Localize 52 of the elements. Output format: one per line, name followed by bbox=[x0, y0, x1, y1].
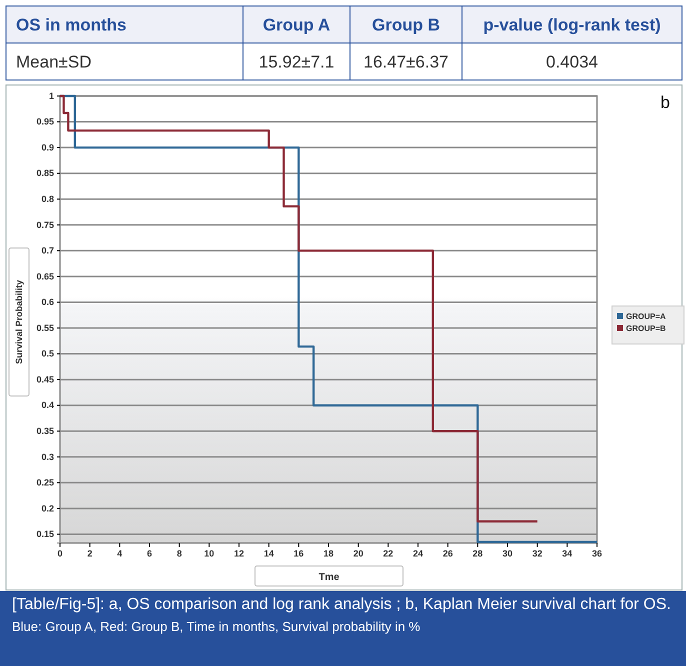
x-tick-label: 32 bbox=[532, 548, 542, 558]
legend-label: GROUP=B bbox=[626, 324, 666, 333]
text: Group B bbox=[372, 16, 440, 34]
x-tick-label: 4 bbox=[117, 548, 122, 558]
text: p-value (log-rank test) bbox=[483, 16, 661, 34]
text: Blue: Group A, Red: Group B, Time in months, Survival probability in % bbox=[12, 618, 422, 636]
x-tick-label: 2 bbox=[87, 548, 92, 558]
y-tick-label: 0.85 bbox=[36, 168, 54, 178]
y-tick-label: 0.7 bbox=[41, 246, 54, 256]
x-tick-label: 12 bbox=[234, 548, 244, 558]
x-tick-label: 28 bbox=[472, 548, 483, 558]
text: [Table/Fig-5]: a, OS comparison and log rank analysis ; b, Kaplan Meier survival chart for OS. bbox=[12, 595, 672, 615]
y-tick-label: 1 bbox=[48, 90, 54, 101]
text: 0.4034 bbox=[546, 52, 598, 72]
y-tick-label: 0.25 bbox=[36, 478, 54, 488]
text: Mean±SD bbox=[16, 52, 92, 72]
x-tick-label: 14 bbox=[264, 548, 274, 558]
y-tick-label: 0.35 bbox=[36, 426, 54, 436]
y-tick-label: 0.6 bbox=[41, 297, 54, 308]
x-tick-label: 34 bbox=[562, 548, 572, 558]
x-axis-title: Tme bbox=[318, 572, 340, 583]
y-tick-label: 0.3 bbox=[41, 452, 54, 462]
y-tick-label: 0.2 bbox=[41, 503, 54, 514]
x-tick-label: 24 bbox=[412, 548, 424, 558]
text: OS in months bbox=[16, 16, 126, 34]
x-tick-label: 18 bbox=[323, 548, 334, 558]
y-tick-label: 0.8 bbox=[41, 194, 54, 204]
y-tick-label: 0.55 bbox=[36, 322, 54, 333]
legend-label: GROUP=A bbox=[626, 312, 666, 321]
text: b bbox=[660, 93, 670, 112]
x-tick-label: 6 bbox=[146, 548, 152, 558]
y-tick-label: 0.5 bbox=[41, 348, 54, 359]
y-tick-label: 0.75 bbox=[36, 220, 54, 230]
y-tick-label: 0.45 bbox=[36, 374, 54, 384]
x-tick-label: 8 bbox=[176, 548, 182, 558]
x-tick-label: 16 bbox=[294, 548, 304, 558]
y-tick-label: 0.4 bbox=[41, 400, 54, 410]
y-tick-label: 0.9 bbox=[41, 142, 54, 152]
x-tick-label: 26 bbox=[442, 548, 453, 558]
x-tick-label: 22 bbox=[383, 548, 394, 558]
text: 16.47±6.37 bbox=[364, 52, 448, 72]
y-axis-title: Survival Probability bbox=[14, 280, 24, 364]
text: Group A bbox=[262, 16, 330, 34]
x-tick-label: 20 bbox=[353, 548, 364, 558]
y-tick-label: 0.95 bbox=[36, 116, 54, 127]
x-tick-label: 30 bbox=[502, 548, 513, 558]
text: 15.92±7.1 bbox=[258, 52, 334, 72]
x-tick-label: 0 bbox=[57, 548, 63, 558]
y-tick-label: 0.65 bbox=[36, 271, 54, 282]
y-tick-label: 0.15 bbox=[36, 529, 54, 540]
x-tick-label: 10 bbox=[204, 548, 214, 558]
x-tick-label: 36 bbox=[592, 548, 602, 558]
